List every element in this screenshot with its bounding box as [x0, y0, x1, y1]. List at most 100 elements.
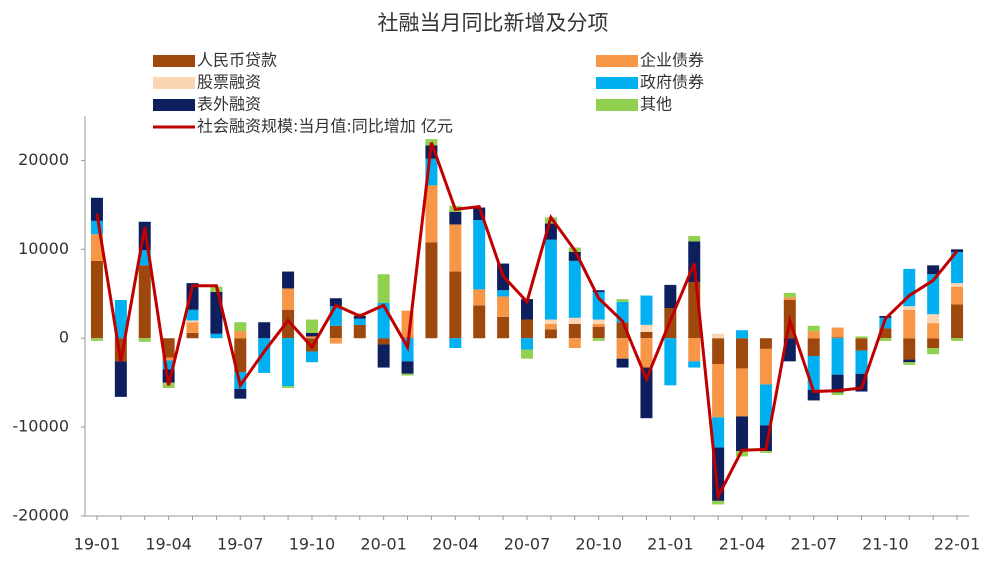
- bar-segment: [329, 338, 342, 344]
- bar-segment: [568, 260, 581, 318]
- chart-title: 社融当月同比新增及分项: [378, 11, 609, 35]
- bar-segment: [783, 297, 796, 300]
- bar-segment: [425, 139, 438, 146]
- bar-segment: [162, 338, 175, 358]
- bar-segment: [903, 306, 916, 310]
- bar-segment: [90, 338, 103, 341]
- bar-segment: [521, 299, 533, 320]
- bar-segment: [592, 324, 605, 327]
- bar-segment: [544, 329, 557, 339]
- bar-segment: [951, 286, 964, 305]
- bar-segment: [592, 338, 605, 341]
- bar-segment: [186, 322, 199, 333]
- bar-segment: [497, 316, 510, 339]
- bar-segment: [544, 239, 557, 320]
- x-tick-label: 19-07: [217, 535, 264, 554]
- bar-segment: [927, 314, 940, 324]
- bar-segment: [329, 306, 342, 326]
- bar-segment: [927, 348, 940, 355]
- legend-label: 社会融资规模:当月值:同比增加 亿元: [197, 117, 453, 136]
- bar-segment: [568, 317, 581, 324]
- bar-segment: [497, 290, 510, 297]
- bar-segment: [592, 292, 605, 320]
- bar-segment: [640, 367, 653, 419]
- bar-segment: [736, 330, 749, 339]
- bar-segment: [473, 305, 486, 339]
- bar-segment: [903, 338, 916, 360]
- bar-segment: [616, 338, 629, 359]
- bar-segment: [831, 392, 844, 396]
- bar-segment: [568, 252, 581, 261]
- x-tick-label: 20-10: [575, 535, 622, 554]
- bar-segment: [831, 327, 844, 338]
- legend-label: 股票融资: [197, 73, 261, 92]
- bar-segment: [401, 373, 414, 376]
- x-tick-label: 21-10: [862, 535, 909, 554]
- bar-segment: [879, 328, 892, 339]
- x-tick-label: 20-04: [432, 535, 479, 554]
- bar-segment: [736, 338, 749, 369]
- x-tick-label: 19-10: [289, 535, 336, 554]
- legend-swatch: [153, 55, 195, 67]
- bar-segment: [521, 319, 533, 339]
- legend-swatch: [153, 77, 195, 89]
- bar-segment: [186, 320, 199, 323]
- bar-segment: [807, 325, 820, 332]
- bar-segment: [305, 319, 318, 333]
- legend-swatch: [596, 55, 638, 67]
- bar-segment: [640, 338, 653, 368]
- bar-segment: [353, 318, 366, 325]
- bar-segment: [736, 451, 749, 457]
- bar-segment: [927, 274, 940, 315]
- bar-segment: [401, 361, 414, 374]
- bar-segment: [903, 359, 916, 363]
- bar-segment: [951, 338, 964, 341]
- bar-segment: [831, 374, 844, 393]
- bar-segment: [759, 384, 772, 426]
- bar-segment: [282, 338, 295, 387]
- bar-segment: [162, 357, 175, 361]
- x-tick-label: 21-04: [719, 535, 766, 554]
- bar-segment: [282, 288, 295, 310]
- bar-segment: [616, 358, 629, 368]
- legend-label: 表外融资: [197, 95, 261, 114]
- bar-segment: [473, 289, 486, 306]
- bar-segment: [568, 324, 581, 339]
- bar-segment: [664, 338, 677, 386]
- bar-segment: [497, 296, 510, 317]
- legend-swatch: [596, 99, 638, 111]
- bar-segment: [759, 348, 772, 385]
- bar-segment: [688, 361, 701, 368]
- bar-segment: [759, 338, 772, 349]
- y-tick-label: -10000: [12, 417, 69, 436]
- bar-segment: [138, 265, 151, 339]
- legend-label: 人民币贷款: [197, 51, 277, 70]
- bar-segment: [568, 338, 581, 348]
- bar-segment: [807, 356, 820, 390]
- bar-segment: [473, 220, 486, 290]
- bar-segment: [879, 338, 892, 341]
- bar-segment: [282, 271, 295, 289]
- bar-segment: [186, 332, 199, 339]
- bar-segment: [712, 338, 725, 364]
- x-tick-label: 21-01: [647, 535, 694, 554]
- bar-segment: [449, 224, 462, 272]
- bar-segment: [640, 324, 653, 332]
- bar-segment: [186, 309, 199, 321]
- bar-segment: [664, 284, 677, 308]
- bar-segment: [712, 333, 725, 339]
- y-tick-label: 0: [59, 328, 69, 347]
- bar-segment: [234, 388, 247, 399]
- bar-segment: [951, 249, 964, 252]
- bar-segment: [807, 338, 820, 356]
- bar-segment: [305, 336, 318, 339]
- legend-label: 政府债券: [640, 73, 704, 92]
- bar-segment: [377, 344, 390, 368]
- x-tick-label: 19-04: [145, 535, 192, 554]
- bar-segment: [425, 185, 438, 243]
- bar-segment: [377, 338, 390, 345]
- legend-label: 企业债券: [640, 51, 704, 70]
- bar-segment: [712, 417, 725, 448]
- bar-segment: [162, 360, 175, 370]
- bar-segment: [90, 197, 103, 221]
